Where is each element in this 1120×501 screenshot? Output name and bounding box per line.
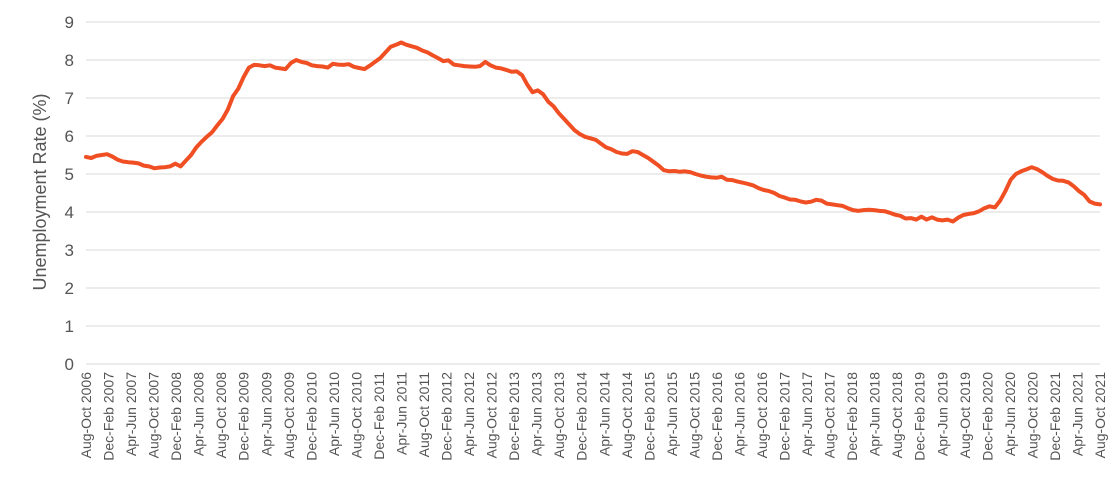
- x-tick-label: Apr-Jun 2015: [664, 372, 680, 456]
- x-tick-label: Aug-Oct 2016: [754, 372, 770, 459]
- x-tick-label: Aug-Oct 2014: [619, 372, 635, 459]
- x-tick-label: Apr-Jun 2017: [799, 372, 815, 456]
- x-tick-label: Aug-Oct 2010: [348, 372, 364, 459]
- y-tick-label: 2: [65, 279, 74, 298]
- x-tick-label: Dec-Feb 2016: [709, 372, 725, 461]
- x-tick-label: Aug-Oct 2006: [78, 372, 94, 459]
- x-tick-label: Dec-Feb 2020: [979, 372, 995, 461]
- x-axis-tick-labels: Aug-Oct 2006 Dec-Feb 2007 Apr-Jun 2007 Aug-…: [78, 372, 1108, 461]
- x-tick-label: Dec-Feb 2018: [844, 372, 860, 461]
- x-tick-label: Apr-Jun 2014: [596, 372, 612, 456]
- x-tick-label: Dec-Feb 2008: [168, 372, 184, 461]
- x-tick-label: Dec-Feb 2015: [641, 372, 657, 461]
- unemployment-rate-line: [84, 40, 1102, 224]
- x-tick-label: Apr-Jun 2019: [934, 372, 950, 456]
- y-tick-label: 7: [65, 89, 74, 108]
- x-tick-label: Aug-Oct 2009: [281, 372, 297, 459]
- x-tick-label: Aug-Oct 2017: [822, 372, 838, 459]
- x-tick-label: Dec-Feb 2012: [439, 372, 455, 461]
- x-tick-label: Aug-Oct 2011: [416, 372, 432, 458]
- x-tick-label: Apr-Jun 2010: [326, 372, 342, 456]
- x-tick-label: Aug-Oct 2008: [213, 372, 229, 459]
- x-tick-label: Apr-Jun 2013: [529, 372, 545, 456]
- y-tick-label: 5: [65, 165, 74, 184]
- x-tick-label: Aug-Oct 2015: [686, 372, 702, 459]
- y-tick-label: 1: [65, 317, 74, 336]
- x-tick-label: Aug-Oct 2019: [957, 372, 973, 459]
- x-tick-label: Dec-Feb 2010: [303, 372, 319, 461]
- x-tick-label: Apr-Jun 2018: [867, 372, 883, 456]
- y-axis-tick-labels: 0 1 2 3 4 5 6 7 8 9: [65, 13, 74, 374]
- x-tick-label: Aug-Oct 2013: [551, 372, 567, 459]
- x-tick-label: Dec-Feb 2014: [574, 372, 590, 461]
- x-tick-label: Apr-Jun 2011: [394, 372, 410, 455]
- y-tick-label: 6: [65, 127, 74, 146]
- x-tick-label: Dec-Feb 2019: [912, 372, 928, 461]
- y-tick-label: 8: [65, 51, 74, 70]
- x-tick-label: Dec-Feb 2017: [777, 372, 793, 461]
- y-tick-label: 4: [65, 203, 74, 222]
- y-tick-label: 9: [65, 13, 74, 32]
- series-layer: [84, 40, 1102, 224]
- x-tick-label: Apr-Jun 2021: [1070, 372, 1086, 456]
- y-tick-label: 0: [65, 355, 74, 374]
- x-tick-label: Apr-Jun 2007: [123, 372, 139, 456]
- x-tick-label: Dec-Feb 2007: [101, 372, 117, 461]
- x-tick-label: Apr-Jun 2012: [461, 372, 477, 456]
- x-tick-label: Dec-Feb 2013: [506, 372, 522, 461]
- gridlines: [86, 21, 1100, 365]
- y-axis-title: Unemployment Rate (%): [30, 93, 50, 290]
- x-tick-label: Apr-Jun 2009: [258, 372, 274, 456]
- x-tick-label: Aug-Oct 2018: [889, 372, 905, 459]
- x-tick-label: Dec-Feb 2011: [371, 372, 387, 460]
- x-tick-label: Aug-Oct 2007: [146, 372, 162, 459]
- x-tick-label: Apr-Jun 2020: [1002, 372, 1018, 456]
- x-tick-label: Aug-Oct 2021: [1092, 372, 1108, 459]
- x-tick-label: Dec-Feb 2009: [236, 372, 252, 461]
- x-tick-label: Apr-Jun 2016: [732, 372, 748, 456]
- x-tick-label: Dec-Feb 2021: [1047, 372, 1063, 461]
- x-tick-label: Apr-Jun 2008: [191, 372, 207, 456]
- y-tick-label: 3: [65, 241, 74, 260]
- x-tick-label: Aug-Oct 2012: [484, 372, 500, 459]
- x-tick-label: Aug-Oct 2020: [1024, 372, 1040, 459]
